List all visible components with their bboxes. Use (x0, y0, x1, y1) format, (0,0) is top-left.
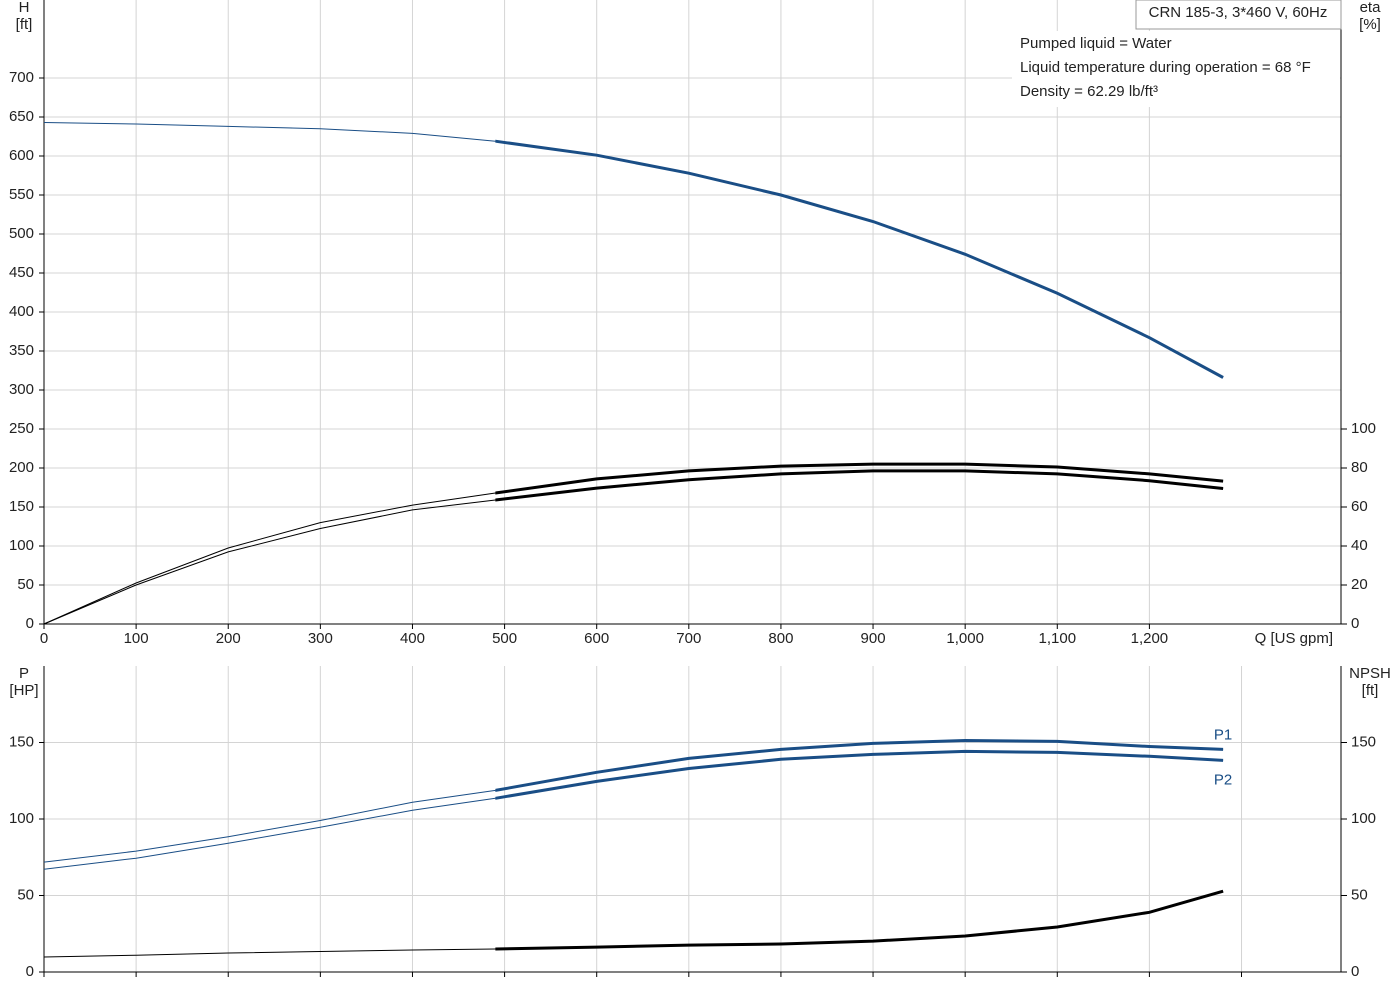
y2-tick-label: 60 (1351, 498, 1368, 515)
y-tick-label: 200 (9, 459, 34, 476)
y-axis-unit: [HP] (9, 682, 38, 699)
y-tick-label: 50 (17, 886, 34, 903)
annotation-box (1012, 31, 1340, 107)
y2-tick-label: 150 (1351, 733, 1376, 750)
y2-tick-label: 40 (1351, 537, 1368, 554)
x-tick-label: 800 (768, 630, 793, 647)
y2-tick-label: 20 (1351, 576, 1368, 593)
y2-tick-label: 100 (1351, 420, 1376, 437)
y-axis-unit: [ft] (16, 16, 33, 33)
y-tick-label: 150 (9, 498, 34, 515)
x-tick-label: 900 (861, 630, 886, 647)
y-tick-label: 700 (9, 69, 34, 86)
y2-axis-label: NPSH (1349, 665, 1391, 682)
y-axis-label: P (19, 665, 29, 682)
y-tick-label: 0 (26, 963, 34, 980)
series-label: P1 (1214, 726, 1232, 743)
y-tick-label: 50 (17, 576, 34, 593)
series-label: P2 (1214, 771, 1232, 788)
x-tick-label: 700 (676, 630, 701, 647)
curve-duty (495, 889, 1224, 951)
y2-axis-unit: [%] (1359, 16, 1381, 33)
y2-axis-label: eta (1360, 0, 1382, 16)
chart-title: CRN 185-3, 3*460 V, 60Hz (1149, 4, 1328, 21)
curve-duty (495, 749, 1224, 800)
y2-axis-unit: [ft] (1362, 682, 1379, 699)
curve-duty (495, 139, 1224, 379)
y-tick-label: 100 (9, 537, 34, 554)
x-tick-label: 1,200 (1131, 630, 1169, 647)
y2-tick-label: 80 (1351, 459, 1368, 476)
y2-tick-label: 100 (1351, 810, 1376, 827)
x-tick-label: 100 (124, 630, 149, 647)
annotation: Liquid temperature during operation = 68… (1020, 59, 1311, 76)
y2-tick-label: 0 (1351, 963, 1359, 980)
x-tick-label: 300 (308, 630, 333, 647)
x-tick-label: 600 (584, 630, 609, 647)
x-tick-label: 400 (400, 630, 425, 647)
y-axis-label: H (19, 0, 30, 16)
x-tick-label: 1,000 (946, 630, 984, 647)
y-tick-label: 150 (9, 733, 34, 750)
x-tick-label: 500 (492, 630, 517, 647)
x-tick-label: 1,100 (1039, 630, 1077, 647)
y2-tick-label: 0 (1351, 615, 1359, 632)
y-tick-label: 300 (9, 381, 34, 398)
y-tick-label: 450 (9, 264, 34, 281)
x-tick-label: 0 (40, 630, 48, 647)
y-tick-label: 500 (9, 225, 34, 242)
y-tick-label: 400 (9, 303, 34, 320)
curve-duty (495, 738, 1224, 792)
y2-tick-label: 50 (1351, 886, 1368, 903)
y-tick-label: 550 (9, 186, 34, 203)
annotation: Pumped liquid = Water (1020, 35, 1172, 52)
annotation: Density = 62.29 lb/ft³ (1020, 83, 1158, 100)
y-tick-label: 650 (9, 108, 34, 125)
x-axis-label: Q [US gpm] (1255, 630, 1333, 647)
y-tick-label: 0 (26, 615, 34, 632)
y-tick-label: 600 (9, 147, 34, 164)
curve-duty (495, 462, 1224, 495)
title-box (1135, 0, 1342, 30)
curve-duty (495, 469, 1224, 502)
x-tick-label: 200 (216, 630, 241, 647)
y-tick-label: 100 (9, 810, 34, 827)
y-tick-label: 350 (9, 342, 34, 359)
y-tick-label: 250 (9, 420, 34, 437)
